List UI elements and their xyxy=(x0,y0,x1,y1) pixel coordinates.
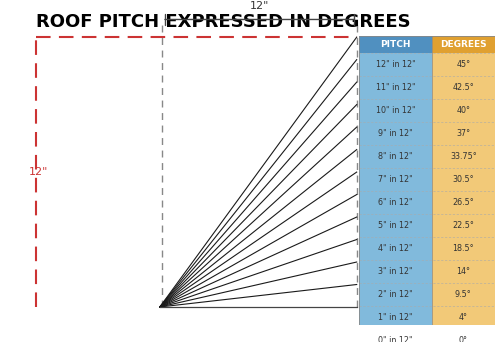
FancyBboxPatch shape xyxy=(359,214,432,237)
FancyBboxPatch shape xyxy=(359,329,432,342)
FancyBboxPatch shape xyxy=(359,168,432,191)
FancyBboxPatch shape xyxy=(432,145,495,168)
FancyBboxPatch shape xyxy=(359,99,432,122)
FancyBboxPatch shape xyxy=(432,99,495,122)
FancyBboxPatch shape xyxy=(359,76,432,99)
Text: 22.5°: 22.5° xyxy=(452,221,474,230)
FancyBboxPatch shape xyxy=(432,36,495,53)
Text: 37°: 37° xyxy=(456,129,470,138)
FancyBboxPatch shape xyxy=(432,53,495,76)
FancyBboxPatch shape xyxy=(359,53,432,76)
Text: 11" in 12": 11" in 12" xyxy=(376,83,415,92)
FancyBboxPatch shape xyxy=(359,237,432,260)
Text: 9.5°: 9.5° xyxy=(455,290,472,299)
Text: 7" in 12": 7" in 12" xyxy=(378,175,413,184)
FancyBboxPatch shape xyxy=(359,36,432,53)
Text: 9" in 12": 9" in 12" xyxy=(378,129,413,138)
Text: 40°: 40° xyxy=(456,106,470,115)
Text: 5" in 12": 5" in 12" xyxy=(378,221,413,230)
Text: 42.5°: 42.5° xyxy=(452,83,474,92)
FancyBboxPatch shape xyxy=(432,260,495,283)
Text: 4" in 12": 4" in 12" xyxy=(378,244,413,253)
Text: 26.5°: 26.5° xyxy=(452,198,474,207)
FancyBboxPatch shape xyxy=(359,306,432,329)
FancyBboxPatch shape xyxy=(359,283,432,306)
Text: 1" in 12": 1" in 12" xyxy=(378,313,413,322)
FancyBboxPatch shape xyxy=(432,168,495,191)
Text: ROOF PITCH EXPRESSED IN DEGREES: ROOF PITCH EXPRESSED IN DEGREES xyxy=(36,13,410,31)
FancyBboxPatch shape xyxy=(432,214,495,237)
FancyBboxPatch shape xyxy=(359,122,432,145)
Text: 4°: 4° xyxy=(459,313,468,322)
Text: 12": 12" xyxy=(29,167,48,177)
FancyBboxPatch shape xyxy=(432,237,495,260)
Text: 30.5°: 30.5° xyxy=(452,175,474,184)
Text: 18.5°: 18.5° xyxy=(452,244,474,253)
FancyBboxPatch shape xyxy=(359,260,432,283)
FancyBboxPatch shape xyxy=(432,283,495,306)
FancyBboxPatch shape xyxy=(432,191,495,214)
Text: 0" in 12": 0" in 12" xyxy=(378,336,413,342)
FancyBboxPatch shape xyxy=(432,122,495,145)
FancyBboxPatch shape xyxy=(432,76,495,99)
FancyBboxPatch shape xyxy=(432,329,495,342)
FancyBboxPatch shape xyxy=(432,306,495,329)
Text: 12": 12" xyxy=(250,1,269,11)
Text: 10" in 12": 10" in 12" xyxy=(376,106,415,115)
Text: DEGREES: DEGREES xyxy=(440,40,487,49)
Text: 12" in 12": 12" in 12" xyxy=(376,60,415,69)
Text: 6" in 12": 6" in 12" xyxy=(378,198,413,207)
FancyBboxPatch shape xyxy=(359,145,432,168)
Text: 33.75°: 33.75° xyxy=(450,152,477,161)
Text: 2" in 12": 2" in 12" xyxy=(378,290,413,299)
Text: 8" in 12": 8" in 12" xyxy=(378,152,413,161)
Text: 3" in 12": 3" in 12" xyxy=(378,267,413,276)
Text: PITCH: PITCH xyxy=(380,40,411,49)
FancyBboxPatch shape xyxy=(359,191,432,214)
Text: 0°: 0° xyxy=(459,336,468,342)
Text: 45°: 45° xyxy=(456,60,470,69)
Text: 14°: 14° xyxy=(456,267,470,276)
